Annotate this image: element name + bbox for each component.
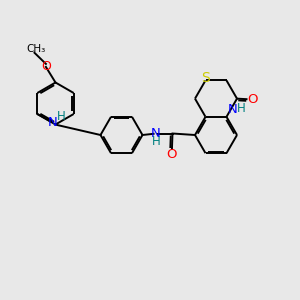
Text: S: S xyxy=(201,71,210,85)
Text: O: O xyxy=(247,93,257,106)
Text: H: H xyxy=(237,102,246,115)
Text: H: H xyxy=(152,135,161,148)
Text: O: O xyxy=(167,148,177,161)
Text: CH₃: CH₃ xyxy=(26,44,45,55)
Text: N: N xyxy=(228,103,238,116)
Text: H: H xyxy=(57,110,66,123)
Text: N: N xyxy=(48,116,58,130)
Text: N: N xyxy=(151,127,161,140)
Text: O: O xyxy=(41,60,51,73)
